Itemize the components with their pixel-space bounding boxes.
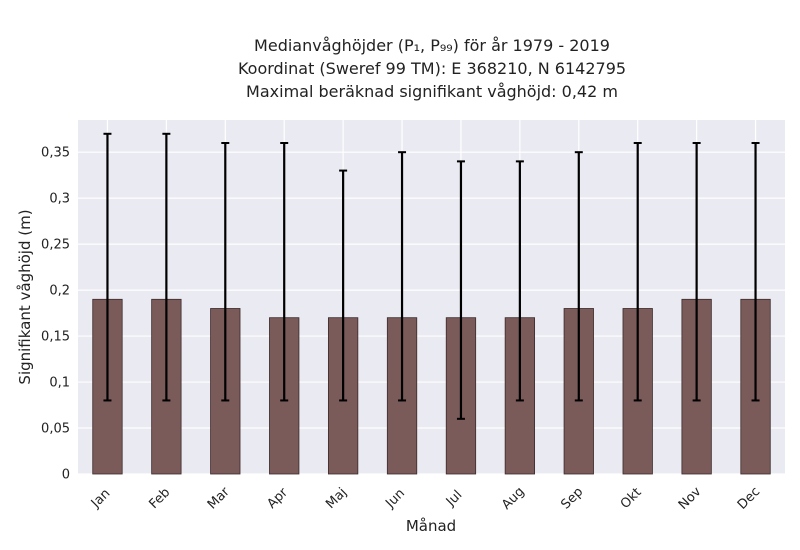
chart-title-line-1: Medianvåghöjder (P₁, P₉₉) för år 1979 - …: [254, 36, 610, 55]
x-tick-label-jan: Jan: [88, 486, 113, 511]
plot-area: [78, 120, 785, 474]
x-tick-label-feb: Feb: [146, 485, 173, 512]
x-tick-label-apr: Apr: [264, 485, 291, 512]
error-bars: [103, 132, 760, 420]
chart-title-line-2: Koordinat (Sweref 99 TM): E 368210, N 61…: [238, 59, 626, 78]
x-tick-label-jun: Jun: [382, 486, 408, 512]
y-tick-label: 0,35: [41, 146, 70, 161]
y-tick-label: 0,3: [49, 192, 70, 207]
y-tick-label: 0: [62, 468, 70, 483]
y-tick-labels: 0 0,05 0,1 0,15 0,2 0,25 0,3 0,35: [41, 146, 70, 483]
error-bar-mar: [221, 141, 230, 402]
error-bar-dec: [751, 141, 760, 402]
x-tick-label-sep: Sep: [558, 485, 586, 513]
y-tick-label: 0,15: [41, 330, 70, 345]
x-tick-label-mar: Mar: [205, 484, 233, 512]
error-bar-nov: [692, 141, 701, 402]
error-bar-sep: [574, 151, 583, 402]
error-bar-feb: [162, 132, 171, 402]
error-bar-okt: [633, 141, 642, 402]
x-tick-label-aug: Aug: [499, 484, 528, 513]
x-tick-label-jul: Jul: [443, 488, 465, 510]
error-bar-aug: [515, 160, 524, 402]
x-tick-label-dec: Dec: [735, 484, 763, 512]
y-axis-label: Signifikant våghöjd (m): [16, 209, 34, 384]
x-axis-label: Månad: [406, 517, 456, 535]
y-tick-label: 0,1: [49, 376, 70, 391]
chart-title-line-3: Maximal beräknad signifikant våghöjd: 0,…: [246, 82, 618, 101]
y-tick-label: 0,25: [41, 238, 70, 253]
y-tick-label: 0,05: [41, 422, 70, 437]
x-tick-label-okt: Okt: [618, 485, 645, 512]
y-tick-label: 0,2: [49, 284, 70, 299]
error-bar-maj: [339, 169, 348, 402]
error-bar-jul: [456, 160, 465, 420]
x-tick-label-maj: Maj: [323, 485, 350, 512]
chart-title: Medianvåghöjder (P₁, P₉₉) för år 1979 - …: [238, 36, 626, 101]
error-bar-jun: [398, 151, 407, 402]
x-tick-label-nov: Nov: [676, 484, 705, 513]
x-tick-labels: Jan Feb Mar Apr Maj Jun Jul Aug Sep Okt Nov Dec: [88, 484, 763, 513]
error-bar-jan: [103, 132, 112, 402]
error-bar-apr: [280, 141, 289, 402]
